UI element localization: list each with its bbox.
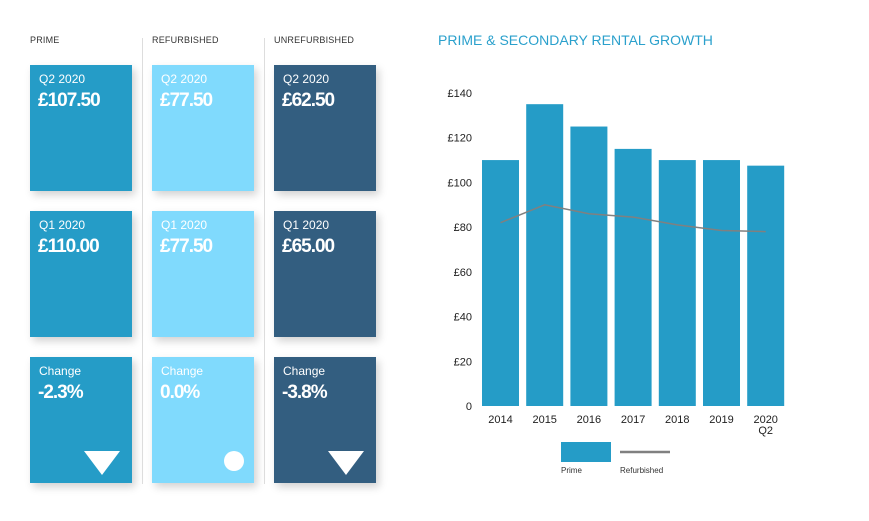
card-label: Q2 2020: [283, 72, 330, 86]
card-value: £65.00: [282, 236, 335, 257]
stat-card: Q2 2020 £62.50: [274, 65, 376, 191]
stat-card: Q1 2020 £110.00: [30, 211, 132, 337]
card-label: Q1 2020: [39, 218, 86, 232]
column-header: PRIME: [30, 35, 60, 45]
bar-prime: [703, 160, 740, 406]
y-tick-label: £20: [454, 356, 472, 368]
x-tick-label: 2019: [709, 414, 733, 426]
column-header: REFURBISHED: [152, 35, 219, 45]
y-tick-label: £40: [454, 312, 472, 324]
card-label: Change: [161, 364, 204, 378]
x-tick-label: 2016: [577, 414, 601, 426]
stat-card: Q1 2020 £77.50: [152, 211, 254, 337]
bar-prime: [526, 104, 564, 406]
x-tick-label: 2020: [753, 414, 777, 426]
card-value: -3.8%: [282, 382, 328, 403]
down-triangle-icon: [84, 451, 120, 475]
y-tick-label: £60: [454, 267, 472, 279]
stat-card: Q1 2020 £65.00: [274, 211, 376, 337]
column-divider: [264, 38, 265, 484]
card-value: £77.50: [160, 236, 213, 257]
card-value: -2.3%: [38, 382, 84, 403]
chart-title: PRIME & SECONDARY RENTAL GROWTH: [438, 32, 713, 48]
card-value: £107.50: [38, 90, 101, 111]
bar-prime: [614, 148, 652, 406]
x-tick-label: 2017: [621, 414, 645, 426]
y-tick-label: 0: [466, 401, 472, 413]
x-tick-label: Q2: [758, 425, 773, 437]
stat-card: Q2 2020 £107.50: [30, 65, 132, 191]
card-label: Q2 2020: [161, 72, 208, 86]
y-tick-label: £140: [448, 88, 472, 100]
x-tick-label: 2015: [532, 414, 556, 426]
column-header: UNREFURBISHED: [274, 35, 355, 45]
bar-prime: [658, 160, 696, 406]
bar-prime: [570, 126, 608, 407]
y-tick-label: £100: [448, 177, 472, 189]
stat-card: Change -2.3%: [30, 357, 132, 483]
y-tick-label: £80: [454, 222, 472, 234]
x-tick-label: 2014: [488, 414, 512, 426]
bar-prime: [482, 160, 519, 406]
bar-prime: [747, 165, 785, 406]
card-label: Q1 2020: [283, 218, 330, 232]
stat-card: Change 0.0%: [152, 357, 254, 483]
card-value: £77.50: [160, 90, 213, 111]
no-change-circle-icon: [224, 451, 244, 471]
card-label: Change: [283, 364, 326, 378]
card-label: Q1 2020: [161, 218, 208, 232]
card-value: £62.50: [282, 90, 335, 111]
legend-label-refurbished: Refurbished: [620, 466, 663, 475]
card-label: Change: [39, 364, 82, 378]
down-triangle-icon: [328, 451, 364, 475]
card-label: Q2 2020: [39, 72, 86, 86]
column-divider: [142, 38, 143, 484]
y-tick-label: £120: [448, 133, 472, 145]
x-tick-label: 2018: [665, 414, 689, 426]
stat-card: Q2 2020 £77.50: [152, 65, 254, 191]
stat-card: Change -3.8%: [274, 357, 376, 483]
legend-swatch-prime: [561, 442, 611, 462]
card-value: £110.00: [38, 236, 100, 257]
card-value: 0.0%: [160, 382, 200, 403]
legend-label-prime: Prime: [561, 466, 582, 475]
